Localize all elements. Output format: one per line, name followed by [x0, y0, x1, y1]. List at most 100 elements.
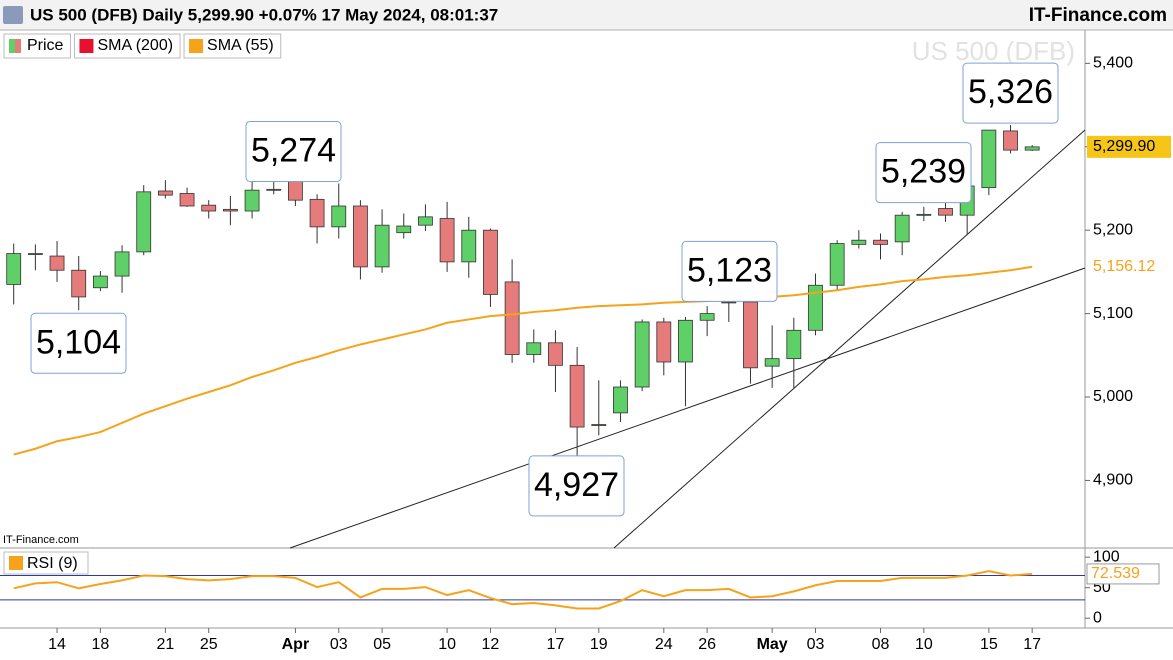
x-tick-label: May: [757, 636, 788, 653]
x-tick-label: 05: [373, 636, 391, 653]
x-tick-label: 21: [156, 636, 174, 653]
legend-label: Price: [27, 37, 64, 54]
x-tick-label: 25: [200, 636, 218, 653]
watermark: US 500 (DFB): [912, 36, 1075, 66]
brand: IT-Finance.com: [1029, 5, 1167, 26]
x-tick-label: 14: [48, 636, 66, 653]
candle-body: [873, 239, 888, 245]
rsi-line: [13, 570, 1033, 610]
candle-body: [201, 204, 217, 212]
price-tag: [1087, 135, 1171, 158]
candle-body: [764, 358, 780, 367]
x-tick-label: 15: [980, 636, 998, 653]
x-tick-label: 24: [655, 636, 673, 653]
y-tick-label: 5,400: [1093, 55, 1133, 72]
candle-body: [634, 321, 650, 388]
candle-body: [114, 251, 130, 277]
y-tick-label: 5,100: [1093, 305, 1133, 322]
x-tick-label: 08: [872, 636, 890, 653]
annotation-label: 5,326: [968, 73, 1053, 111]
trend-line: [289, 267, 1086, 549]
legend-label: SMA (55): [207, 37, 274, 54]
candle-body: [439, 218, 455, 263]
candle-body: [6, 253, 22, 285]
y-tick-label: 100: [1093, 548, 1120, 565]
candle-body: [266, 188, 282, 191]
candle-body: [678, 319, 693, 363]
candle-body: [27, 253, 43, 255]
annotation-label: 5,104: [36, 323, 121, 361]
candle-body: [808, 284, 823, 331]
legend-swatch: [9, 39, 15, 53]
annotation-box: [962, 62, 1059, 124]
candle-body: [461, 229, 477, 263]
candle-body: [1024, 146, 1040, 151]
x-tick-label: 12: [482, 636, 500, 653]
rsi-tag: [1086, 563, 1160, 585]
legend-swatch: [189, 39, 204, 53]
candle-body: [569, 364, 585, 428]
candle-body: [222, 208, 238, 212]
header-title: US 500 (DFB) Daily 5,299.90 +0.07% 17 Ma…: [30, 5, 498, 24]
y-tick-label: 4,900: [1093, 472, 1133, 489]
candle-body: [829, 243, 845, 286]
x-tick-label: 17: [547, 636, 565, 653]
candle-body: [591, 424, 607, 426]
candle-body: [938, 208, 953, 216]
x-tick-label: 03: [807, 636, 825, 653]
candle-body: [526, 342, 542, 355]
annotation-box: [528, 455, 625, 517]
annotation-box: [245, 120, 342, 182]
candle-body: [92, 275, 108, 289]
legend-label: RSI (9): [27, 555, 78, 572]
x-tick-label: 10: [915, 636, 933, 653]
candle-body: [374, 224, 390, 268]
sma-line: [13, 265, 1033, 456]
legend-label: SMA (200): [97, 37, 173, 54]
x-tick-label: 03: [330, 636, 348, 653]
annotation-box: [875, 142, 972, 204]
legend-box: [3, 551, 89, 575]
candle-body: [136, 191, 152, 253]
candle-body: [548, 342, 563, 366]
logo: [3, 6, 23, 24]
candle-body: [786, 329, 802, 360]
annotation-box: [681, 240, 778, 302]
annotation-label: 5,274: [251, 131, 336, 169]
legend-item: SMA (55): [183, 33, 282, 59]
candle-body: [699, 313, 715, 321]
candle-body: [656, 321, 672, 363]
y-tick-label: 0: [1093, 609, 1102, 626]
legend-swatch: [79, 39, 94, 53]
price-tag-label: 5,299.90: [1093, 138, 1155, 155]
annotation-label: 5,123: [687, 251, 772, 289]
x-tick-label: 19: [590, 636, 608, 653]
candle-body: [331, 205, 347, 228]
rsi-tag-label: 72.539: [1091, 565, 1140, 582]
candle-body: [721, 301, 737, 304]
candle-body: [894, 214, 910, 243]
candle-body: [613, 386, 628, 414]
candle-body: [418, 216, 433, 226]
candle-body: [71, 269, 87, 298]
candle-body: [743, 301, 758, 369]
legend-item: Price: [3, 33, 71, 59]
legend-swatch: [15, 39, 21, 53]
legend-box: [3, 33, 71, 59]
candle-body: [851, 239, 867, 245]
header-bar: [0, 0, 1173, 30]
x-tick-label: 26: [698, 636, 716, 653]
candle-body: [916, 213, 932, 216]
trend-line: [613, 129, 1086, 549]
candle-body: [504, 281, 520, 355]
candle-body: [353, 205, 368, 268]
candle-body: [49, 255, 65, 271]
candle-body: [981, 129, 997, 189]
candle-body: [157, 190, 173, 196]
annotation-label: 4,927: [534, 466, 619, 504]
x-tick-label: 18: [91, 636, 109, 653]
candle-body: [179, 193, 195, 207]
legend-item: SMA (200): [73, 33, 181, 59]
source-label: IT-Finance.com: [3, 534, 79, 546]
